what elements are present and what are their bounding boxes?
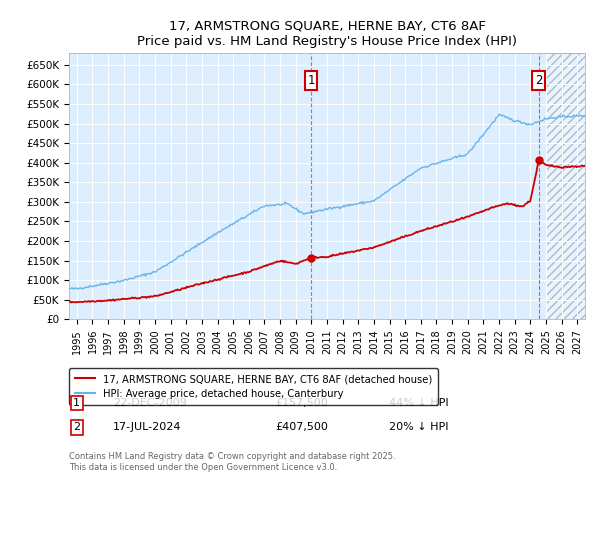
Text: £407,500: £407,500 [275,422,328,432]
Text: 44% ↓ HPI: 44% ↓ HPI [389,398,449,408]
Text: 22-DEC-2009: 22-DEC-2009 [113,398,187,408]
Text: 1: 1 [73,398,80,408]
Text: 17-JUL-2024: 17-JUL-2024 [113,422,181,432]
Text: 20% ↓ HPI: 20% ↓ HPI [389,422,448,432]
Text: Contains HM Land Registry data © Crown copyright and database right 2025.
This d: Contains HM Land Registry data © Crown c… [69,452,395,472]
Legend: 17, ARMSTRONG SQUARE, HERNE BAY, CT6 8AF (detached house), HPI: Average price, d: 17, ARMSTRONG SQUARE, HERNE BAY, CT6 8AF… [69,368,438,405]
Text: £157,500: £157,500 [275,398,328,408]
Title: 17, ARMSTRONG SQUARE, HERNE BAY, CT6 8AF
Price paid vs. HM Land Registry's House: 17, ARMSTRONG SQUARE, HERNE BAY, CT6 8AF… [137,20,517,48]
Text: 2: 2 [535,74,542,87]
Bar [546,53,585,319]
Bar [546,53,585,319]
Text: 1: 1 [307,74,315,87]
Text: 2: 2 [73,422,80,432]
